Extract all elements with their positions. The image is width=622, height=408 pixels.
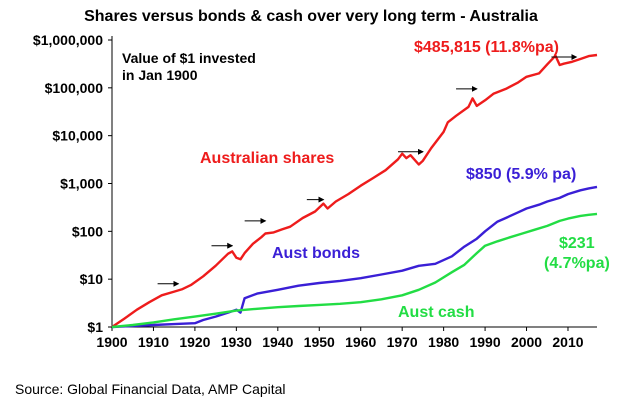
x-tick-label: 1950 xyxy=(304,334,335,350)
note: Value of $1 invested in Jan 1900 xyxy=(122,50,256,83)
x-tick-label: 1990 xyxy=(469,334,500,350)
x-tick-label: 1940 xyxy=(262,334,293,350)
note-line-2: in Jan 1900 xyxy=(122,67,198,83)
y-tick-label: $100,000 xyxy=(45,80,104,96)
x-tick-label: 1920 xyxy=(179,334,210,350)
plot-area: $1 $10 $100 $1,000 $10,000 $100,000 $1,000,000… xyxy=(33,32,598,350)
shares-series-label: Australian shares xyxy=(200,150,334,167)
series-line-cash xyxy=(111,212,598,329)
cash-end-label-line-1: $231 xyxy=(559,235,595,252)
note-line-1: Value of $1 invested xyxy=(122,50,256,66)
y-tick-label: $1 xyxy=(87,319,103,335)
cash-series-label: Aust cash xyxy=(398,304,474,321)
x-tick-label: 2010 xyxy=(552,334,583,350)
series-line-shares xyxy=(111,53,598,328)
cash-end-label-line-2: (4.7%pa) xyxy=(544,255,610,272)
x-tick-label: 1900 xyxy=(96,334,127,350)
x-tick-label: 1970 xyxy=(387,334,418,350)
x-tick-label: 1910 xyxy=(138,334,169,350)
series-line-bonds xyxy=(111,185,598,329)
y-tick-label: $100 xyxy=(72,223,103,239)
x-tick-label: 1960 xyxy=(345,334,376,350)
x-tick-label: 1980 xyxy=(428,334,459,350)
x-tick-label: 1930 xyxy=(221,334,252,350)
chart-title: Shares versus bonds & cash over very lon… xyxy=(84,8,538,25)
y-tick-label: $1,000 xyxy=(60,176,103,192)
shares-end-label: $485,815 (11.8%pa) xyxy=(414,39,559,56)
bonds-series-label: Aust bonds xyxy=(272,245,360,262)
source-note: Source: Global Financial Data, AMP Capit… xyxy=(15,381,286,397)
y-tick-label: $10,000 xyxy=(52,128,103,144)
x-tick-label: 2000 xyxy=(511,334,542,350)
y-tick-label: $1,000,000 xyxy=(33,32,103,48)
bonds-end-label: $850 (5.9% pa) xyxy=(466,166,576,183)
y-tick-label: $10 xyxy=(80,271,104,287)
